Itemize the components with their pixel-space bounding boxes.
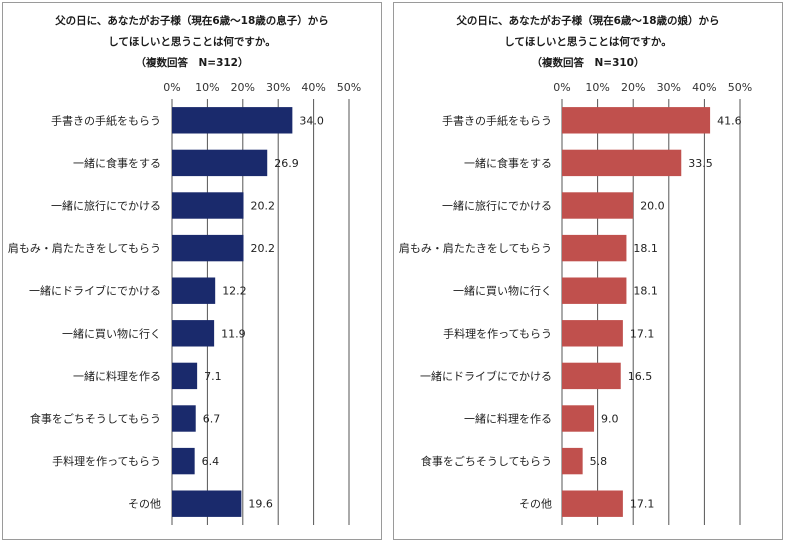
chart-title-line-1: 父の日に、あなたがお子様（現在6歳～18歳の娘）から [456,15,720,27]
data-label: 17.1 [630,327,655,340]
data-label: 6.4 [202,455,220,468]
data-label: 20.2 [251,242,276,255]
data-label: 16.5 [628,370,653,383]
x-tick-label: 50% [728,81,752,94]
data-label: 17.1 [630,498,655,511]
x-tick-label: 40% [301,81,325,94]
category-label: 肩もみ・肩たたきをしてもらう [399,241,552,255]
bar [562,405,595,432]
x-tick-label: 20% [621,81,645,94]
chart-subtitle: （複数回答 N=310） [531,57,645,69]
bar [172,490,242,517]
bar [172,405,196,432]
bar [562,320,623,347]
category-label: 手料理を作ってもらう [443,326,552,340]
bar [562,107,711,134]
x-tick-label: 20% [231,81,255,94]
x-tick-label: 10% [585,81,609,94]
data-label: 26.9 [274,157,299,170]
category-label: その他 [519,498,552,511]
bar [562,234,627,262]
bar [172,362,198,390]
data-label: 18.1 [633,285,658,298]
chart-panel-daughter: 父の日に、あなたがお子様（現在6歳～18歳の娘）から してほしいと思うことは何で… [393,2,783,540]
data-label: 19.6 [248,498,273,511]
bar [562,490,623,517]
bar [562,447,583,475]
data-label: 11.9 [221,327,246,340]
data-label: 41.6 [717,114,742,127]
bar [172,320,215,347]
data-label: 34.0 [299,114,324,127]
data-label: 7.1 [204,370,222,383]
data-label: 12.2 [222,285,247,298]
data-label: 18.1 [633,242,658,255]
category-label: その他 [128,498,161,511]
chart-subtitle: （複数回答 N=312） [135,57,249,69]
x-tick-label: 30% [266,81,290,94]
category-label: 一緒に買い物に行く [453,284,552,298]
data-label: 9.0 [601,413,619,426]
bar-chart-son: 0% 10% 20% 30% 40% 50% 手書きの手紙をもらう 34.0 一緒に食事をする 2… [8,81,361,525]
chart-title-line-2: してほしいと思うことは何ですか。 [108,36,276,48]
bar [562,149,682,177]
category-label: 手書きの手紙をもらう [51,113,161,127]
category-label: 一緒に食事をする [464,156,552,170]
bar [172,447,195,475]
category-label: 一緒に料理を作る [73,369,161,383]
category-label: 食事をごちそうしてもらう [421,454,552,468]
category-label: 手料理を作ってもらう [52,454,161,468]
category-label: 手書きの手紙をもらう [442,113,552,127]
category-label: 食事をごちそうしてもらう [30,412,161,426]
chart-panel-son: 父の日に、あなたがお子様（現在6歳～18歳の息子）から してほしいと思うことは何… [2,2,382,540]
chart-title-line-2: してほしいと思うことは何ですか。 [504,36,672,48]
data-label: 5.8 [590,455,608,468]
x-tick-label: 0% [163,81,180,94]
x-tick-label: 30% [657,81,681,94]
data-label: 6.7 [203,413,221,426]
x-tick-label: 50% [337,81,361,94]
bar [562,277,627,304]
category-label: 一緒に料理を作る [464,412,552,426]
category-label: 一緒に食事をする [73,156,161,170]
data-label: 20.2 [251,200,276,213]
x-tick-label: 40% [692,81,716,94]
category-label: 一緒に旅行にでかける [442,199,552,213]
category-label: 肩もみ・肩たたきをしてもらう [8,241,161,255]
category-label: 一緒にドライブにでかける [420,369,552,383]
bar [172,234,244,262]
x-tick-label: 0% [553,81,570,94]
chart-title-line-1: 父の日に、あなたがお子様（現在6歳～18歳の息子）から [55,15,329,27]
bar-chart-daughter: 0% 10% 20% 30% 40% 50% 手書きの手紙をもらう 41.6 一緒に食事をする 3… [399,81,752,525]
bar [172,192,244,219]
bar [172,149,268,177]
category-label: 一緒にドライブにでかける [29,284,161,298]
bar [562,362,621,390]
data-label: 33.5 [688,157,713,170]
bar [562,192,634,219]
category-label: 一緒に旅行にでかける [51,199,161,213]
data-label: 20.0 [640,200,665,213]
category-label: 一緒に買い物に行く [62,326,161,340]
bar [172,107,293,134]
x-tick-label: 10% [195,81,219,94]
bar [172,277,216,304]
